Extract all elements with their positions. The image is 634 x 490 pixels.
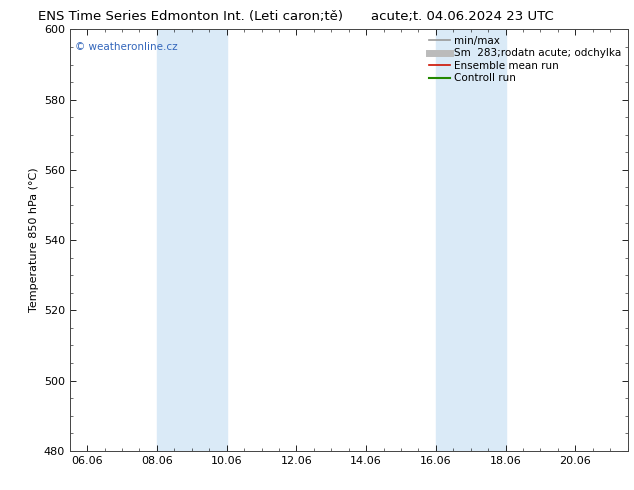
Text: ENS Time Series Edmonton Int. (Leti caron;tě): ENS Time Series Edmonton Int. (Leti caro… [37, 10, 343, 23]
Bar [436, 29, 506, 451]
Text: © weatheronline.cz: © weatheronline.cz [75, 42, 178, 52]
Legend: min/max, Sm  283;rodatn acute; odchylka, Ensemble mean run, Controll run: min/max, Sm 283;rodatn acute; odchylka, … [425, 31, 626, 88]
Bar [157, 29, 226, 451]
Text: acute;t. 04.06.2024 23 UTC: acute;t. 04.06.2024 23 UTC [372, 10, 554, 23]
Y-axis label: Temperature 850 hPa (°C): Temperature 850 hPa (°C) [29, 168, 39, 313]
